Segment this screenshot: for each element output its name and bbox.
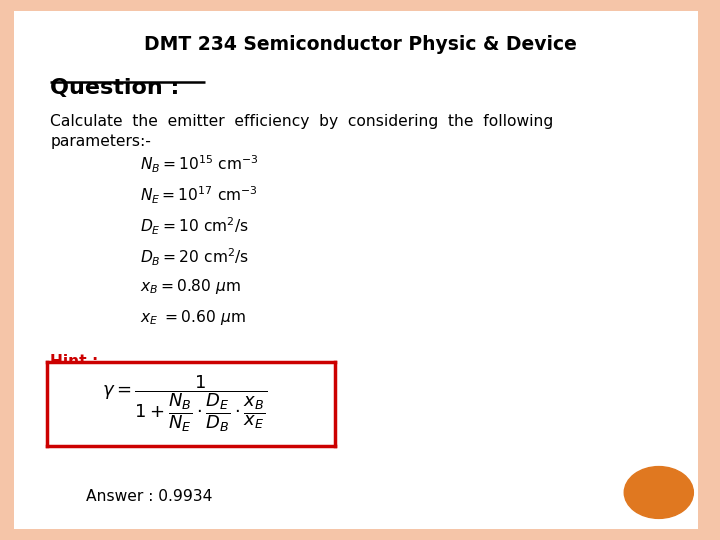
Text: Calculate  the  emitter  efficiency  by  considering  the  following: Calculate the emitter efficiency by cons… [50,114,554,130]
Text: Question :: Question : [50,78,180,98]
Text: $D_B = 20\ \mathrm{cm}^{2}/\mathrm{s}$: $D_B = 20\ \mathrm{cm}^{2}/\mathrm{s}$ [140,246,250,268]
Text: $\gamma = \dfrac{1}{1 + \dfrac{N_B}{N_E} \cdot \dfrac{D_E}{D_B} \cdot \dfrac{x_B: $\gamma = \dfrac{1}{1 + \dfrac{N_B}{N_E}… [102,374,268,434]
Text: DMT 234 Semiconductor Physic & Device: DMT 234 Semiconductor Physic & Device [143,35,577,54]
Text: $D_E = 10\ \mathrm{cm}^{2}/\mathrm{s}$: $D_E = 10\ \mathrm{cm}^{2}/\mathrm{s}$ [140,215,249,237]
Text: parameters:-: parameters:- [50,134,151,149]
Text: $N_E = 10^{17}\ \mathrm{cm}^{-3}$: $N_E = 10^{17}\ \mathrm{cm}^{-3}$ [140,185,258,206]
Text: $x_B = 0.80\ \mu\mathrm{m}$: $x_B = 0.80\ \mu\mathrm{m}$ [140,277,242,296]
Text: $x_E\ =0.60\ \mu\mathrm{m}$: $x_E\ =0.60\ \mu\mathrm{m}$ [140,308,246,327]
Text: Answer : 0.9934: Answer : 0.9934 [86,489,213,504]
Text: Hint :: Hint : [50,354,99,369]
Circle shape [624,467,693,518]
Text: $N_B = 10^{15}\ \mathrm{cm}^{-3}$: $N_B = 10^{15}\ \mathrm{cm}^{-3}$ [140,154,259,176]
